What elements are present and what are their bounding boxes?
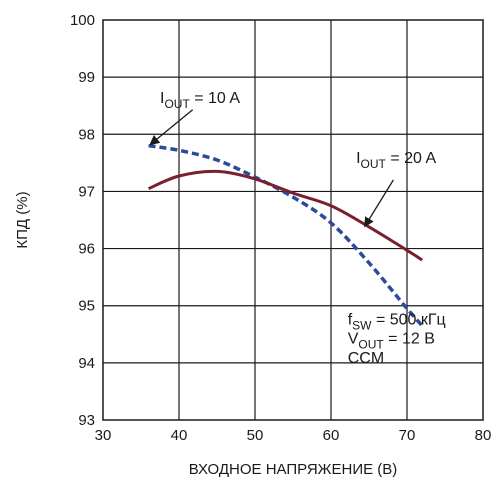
y-tick-label: 99 xyxy=(78,69,95,86)
y-tick-label: 100 xyxy=(70,12,95,29)
condition-line-2: VOUT = 12 В xyxy=(348,331,435,352)
y-tick-label: 93 xyxy=(78,412,95,429)
y-tick-label: 97 xyxy=(78,183,95,200)
annotation-arrow-1 xyxy=(149,109,194,146)
y-tick-label: 96 xyxy=(78,241,95,258)
x-tick-label: 80 xyxy=(475,427,492,444)
y-tick-label: 95 xyxy=(78,298,95,315)
annotation-arrow-2 xyxy=(364,179,394,228)
grid xyxy=(103,20,483,420)
series-line-1 xyxy=(148,143,424,327)
plot-frame xyxy=(102,19,484,421)
series-label-1: IOUT = 10 A xyxy=(160,90,240,111)
x-axis-title: ВХОДНОЕ НАПРЯЖЕНИЕ (В) xyxy=(189,461,398,478)
series-label-2: IOUT = 20 A xyxy=(356,150,436,171)
x-tick-label: 40 xyxy=(171,427,188,444)
condition-line-3: CCM xyxy=(348,350,384,367)
annotations: IOUT = 10 A IOUT = 20 A xyxy=(149,90,436,228)
x-tick-label: 60 xyxy=(323,427,340,444)
x-tick-label: 30 xyxy=(95,427,112,444)
series-line-2 xyxy=(148,169,424,262)
x-tick-label: 50 xyxy=(247,427,264,444)
y-tick-label: 98 xyxy=(78,126,95,143)
condition-line-1: fSW = 500 кГц xyxy=(348,311,446,332)
y-tick-label: 94 xyxy=(78,355,95,372)
y-axis-title: КПД (%) xyxy=(14,191,31,248)
series-layer xyxy=(148,143,424,327)
x-tick-label: 70 xyxy=(399,427,416,444)
tick-labels: 30 40 50 60 70 80 93 94 95 96 97 98 99 100 xyxy=(70,12,491,444)
